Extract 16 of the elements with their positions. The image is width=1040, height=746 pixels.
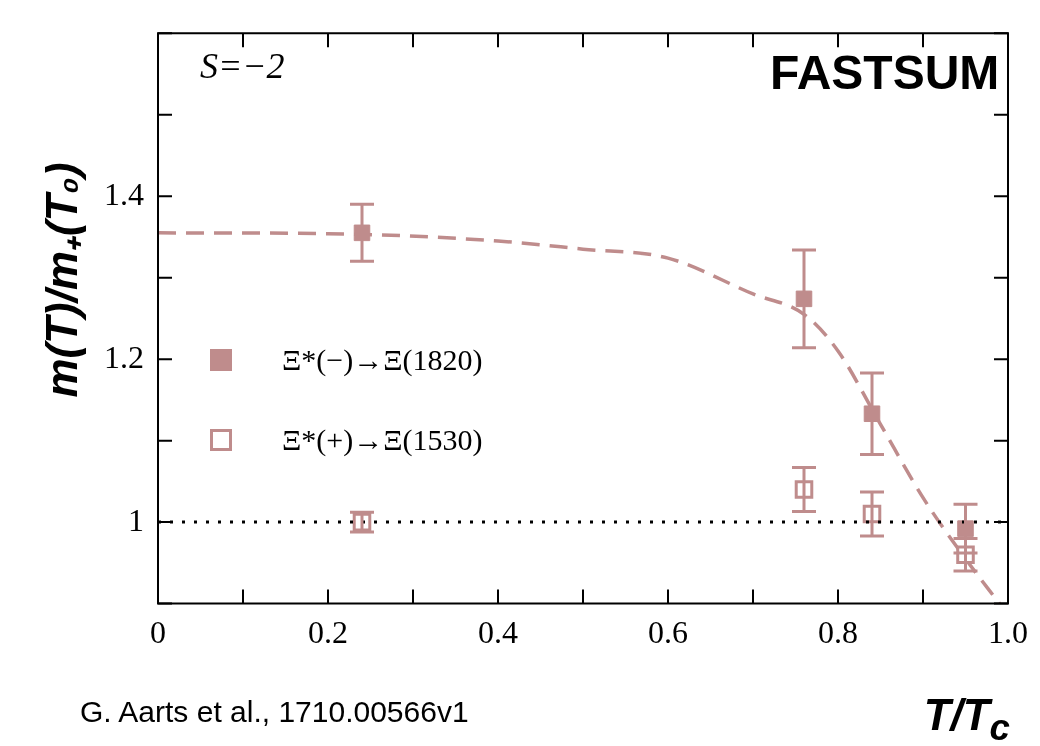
x-tick-label: 0.2: [308, 614, 348, 651]
y-tick-label: 1.2: [104, 338, 144, 375]
x-tick-label: 0.8: [818, 614, 858, 651]
annotation: S=−2: [200, 45, 285, 87]
x-tick-label: 1.0: [988, 614, 1028, 651]
legend-label: Ξ*(+)→Ξ(1530): [282, 423, 483, 457]
text: G. Aarts et al., 1710.00566v1: [80, 695, 469, 729]
y-tick-label: 1.4: [104, 175, 144, 212]
x-tick-label: 0.6: [648, 614, 688, 651]
y-tick-label: 1: [128, 501, 144, 538]
y-axis-title: m(T)/m₊(T₀): [36, 161, 87, 400]
x-tick-label: 0: [150, 614, 166, 651]
legend-label: Ξ*(−)→Ξ(1820): [282, 343, 483, 377]
x-tick-label: 0.4: [478, 614, 518, 651]
x-axis-title: T/T$_{c}$: [923, 690, 1010, 746]
annotation: FASTSUM: [770, 45, 1000, 100]
